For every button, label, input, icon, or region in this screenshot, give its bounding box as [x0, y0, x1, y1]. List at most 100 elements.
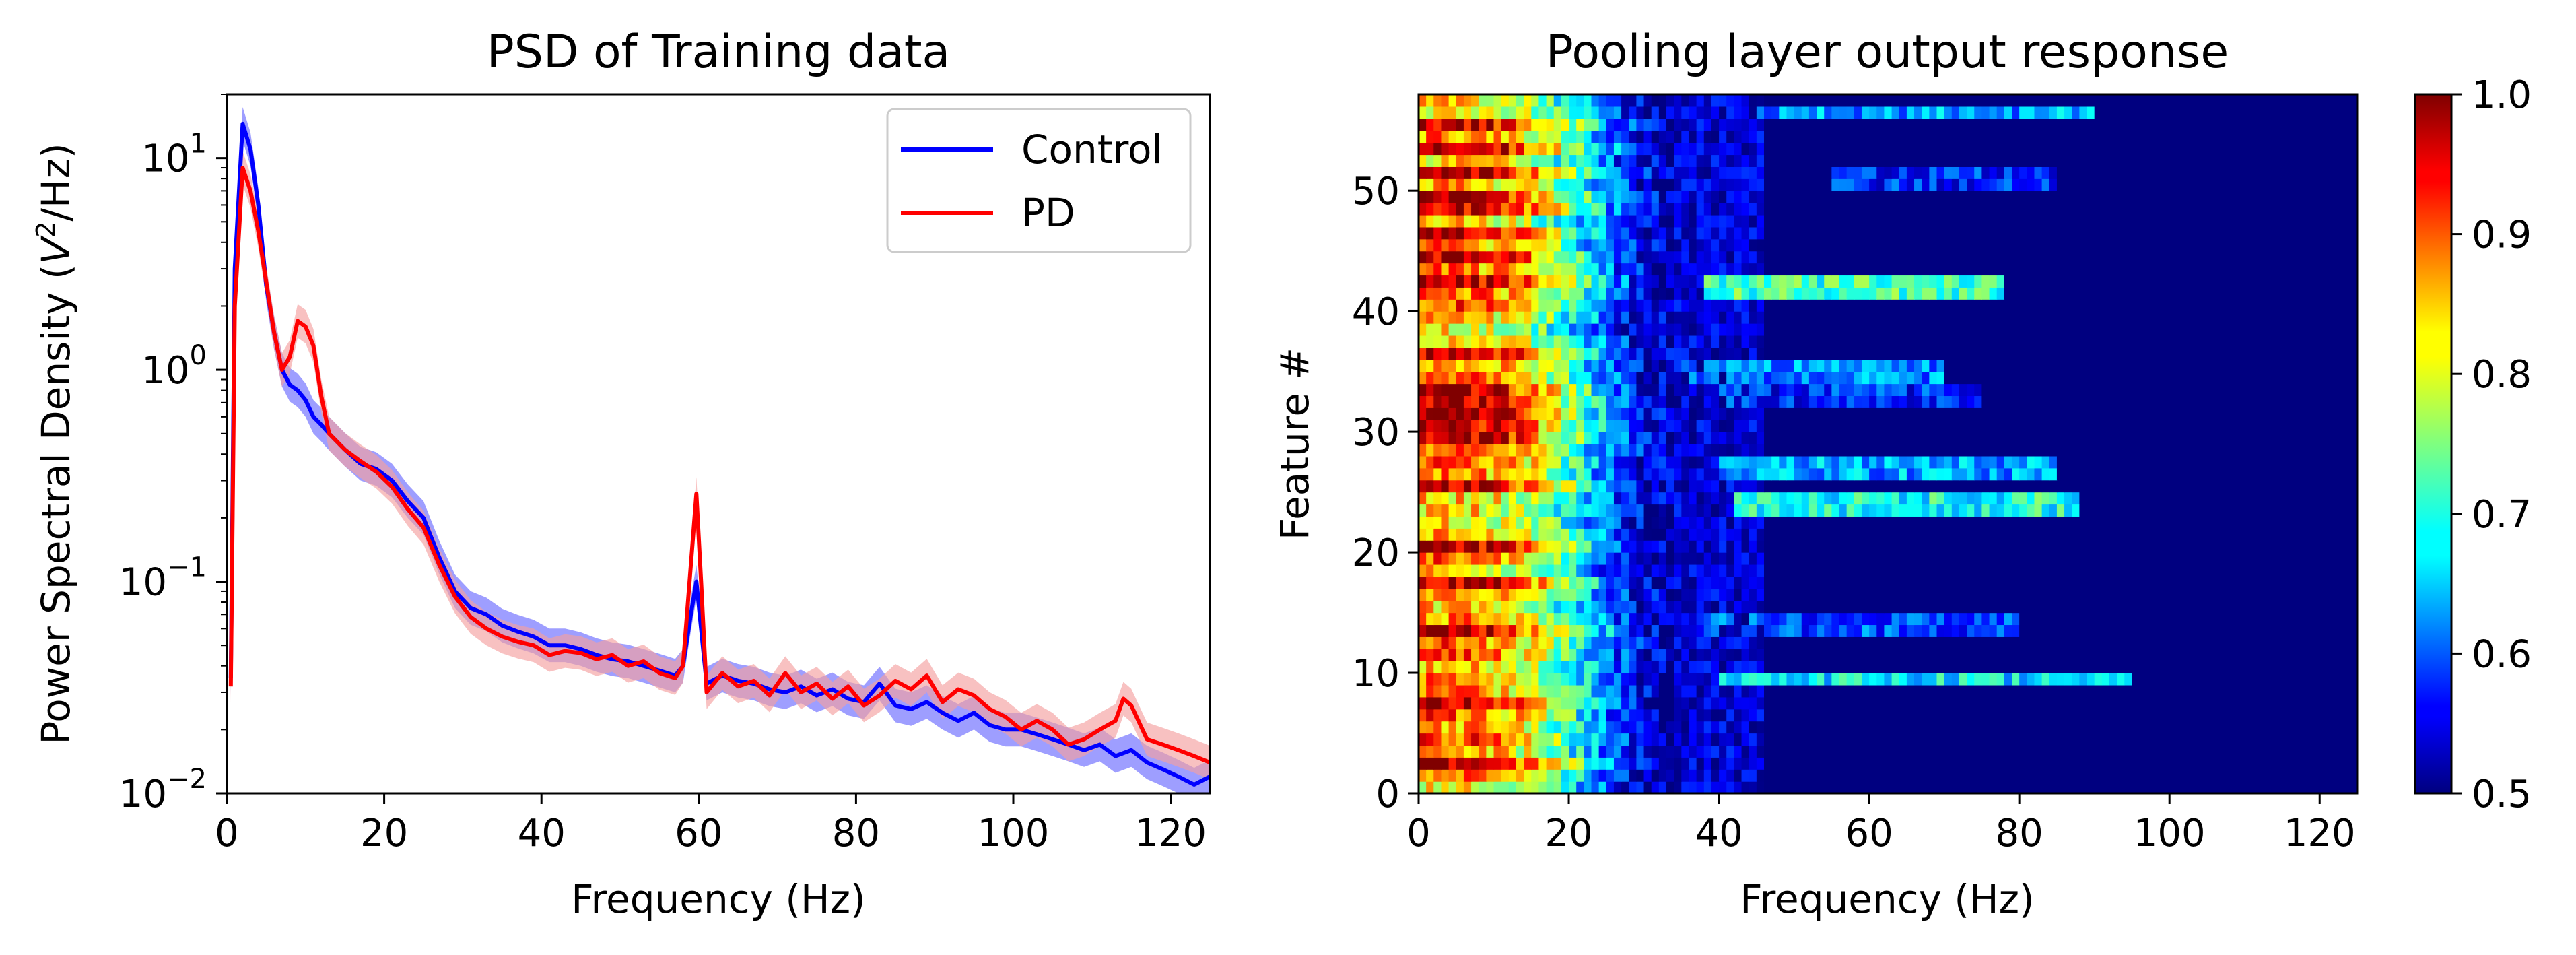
heatmap-cell	[1569, 624, 1577, 637]
heatmap-cell	[1569, 757, 1577, 770]
heatmap-cell	[2319, 576, 2328, 589]
heatmap-cell	[1726, 311, 1734, 324]
heatmap-cell	[2251, 540, 2260, 553]
heatmap-cell	[2214, 612, 2223, 626]
heatmap-cell	[1981, 612, 1990, 626]
heatmap-cell	[2162, 564, 2170, 577]
heatmap-cell	[2349, 516, 2358, 529]
heatmap-cell	[2132, 588, 2140, 601]
heatmap-cell	[2199, 745, 2208, 758]
heatmap-cell	[2004, 467, 2012, 481]
heatmap-cell	[2319, 661, 2328, 673]
heatmap-cell	[1929, 733, 1938, 746]
heatmap-cell	[1569, 383, 1577, 397]
heatmap-cell	[1463, 588, 1472, 601]
heatmap-cell	[1817, 781, 1825, 794]
heatmap-cell	[1771, 323, 1780, 336]
heatmap-cell	[1944, 323, 1953, 336]
heatmap-cell	[1741, 528, 1750, 541]
heatmap-cell	[1891, 564, 1900, 577]
heatmap-cell	[1786, 649, 1795, 661]
heatmap-cell	[1839, 323, 1848, 336]
heatmap-cell	[2094, 673, 2103, 686]
heatmap-cell	[1479, 576, 1487, 589]
heatmap-cell	[2237, 781, 2245, 794]
heatmap-cell	[2297, 480, 2305, 493]
heatmap-cell	[1546, 564, 1555, 577]
heatmap-cell	[1569, 709, 1577, 722]
heatmap-cell	[1658, 709, 1667, 722]
heatmap-cell	[1508, 504, 1517, 517]
heatmap-cell	[2342, 371, 2350, 385]
heatmap-cell	[1771, 444, 1780, 457]
heatmap-cell	[1629, 480, 1637, 493]
heatmap-cell	[1891, 540, 1900, 553]
heatmap-cell	[2177, 745, 2185, 758]
heatmap-cell	[1794, 480, 1802, 493]
heatmap-cell	[1471, 504, 1479, 517]
heatmap-cell	[1538, 444, 1547, 457]
heatmap-cell	[1479, 745, 1487, 758]
heatmap-cell	[2117, 347, 2125, 360]
heatmap-cell	[1501, 540, 1510, 553]
heatmap-cell	[1569, 661, 1577, 673]
heatmap-cell	[1846, 480, 1855, 493]
heatmap-cell	[1666, 624, 1674, 637]
heatmap-cell	[1433, 311, 1442, 324]
heatmap-cell	[1974, 721, 1982, 734]
heatmap-cell	[1794, 745, 1802, 758]
heatmap-cell	[2154, 335, 2163, 348]
heatmap-cell	[2251, 492, 2260, 505]
heatmap-cell	[1433, 359, 1442, 372]
heatmap-cell	[2297, 684, 2305, 698]
legend-label-control: Control	[1021, 127, 1163, 172]
heatmap-cell	[2289, 684, 2298, 698]
heatmap-cell	[1854, 407, 1862, 420]
heatmap-cell	[1658, 745, 1667, 758]
heatmap-cell	[1974, 696, 1982, 710]
heatmap-cell	[1876, 649, 1885, 661]
heatmap-cell	[1817, 636, 1825, 649]
heatmap-cell	[2169, 721, 2177, 734]
heatmap-cell	[1756, 636, 1765, 649]
heatmap-cell	[1531, 600, 1540, 614]
heatmap-cell	[2229, 661, 2238, 673]
heatmap-cell	[1786, 504, 1795, 517]
heatmap-cell	[2094, 564, 2103, 577]
heatmap-cell	[1861, 455, 1870, 469]
heatmap-cell	[2034, 359, 2043, 372]
heatmap-cell	[1666, 407, 1674, 420]
heatmap-cell	[1869, 781, 1877, 794]
heatmap-cell	[2342, 335, 2350, 348]
heatmap-cell	[1922, 480, 1930, 493]
heatmap-cell	[2064, 745, 2072, 758]
heatmap-cell	[2251, 757, 2260, 770]
heatmap-cell	[2034, 576, 2043, 589]
heatmap-cell	[1606, 769, 1615, 782]
heatmap-cell	[2109, 455, 2117, 469]
heatmap-cell	[1891, 661, 1900, 673]
heatmap-cell	[1516, 528, 1524, 541]
heatmap-cell	[1486, 335, 1495, 348]
heatmap-cell	[2072, 371, 2080, 385]
heatmap-cell	[2117, 383, 2125, 397]
heatmap-cell	[1508, 721, 1517, 734]
heatmap-cell	[1808, 455, 1817, 469]
heatmap-cell	[1524, 673, 1532, 686]
heatmap-cell	[1817, 649, 1825, 661]
heatmap-cell	[2124, 407, 2133, 420]
heatmap-cell	[1869, 709, 1877, 722]
heatmap-cell	[1944, 383, 1953, 397]
heatmap-cell	[1779, 781, 1788, 794]
heatmap-cell	[2289, 745, 2298, 758]
heatmap-cell	[1936, 480, 1945, 493]
heatmap-cell	[1651, 492, 1660, 505]
heatmap-cell	[2177, 757, 2185, 770]
heatmap-cell	[2049, 696, 2058, 710]
heatmap-cell	[1629, 347, 1637, 360]
heatmap-cell	[1456, 455, 1464, 469]
heatmap-cell	[2064, 564, 2072, 577]
heatmap-cell	[2027, 371, 2035, 385]
heatmap-cell	[1936, 745, 1945, 758]
heatmap-cell	[1786, 383, 1795, 397]
